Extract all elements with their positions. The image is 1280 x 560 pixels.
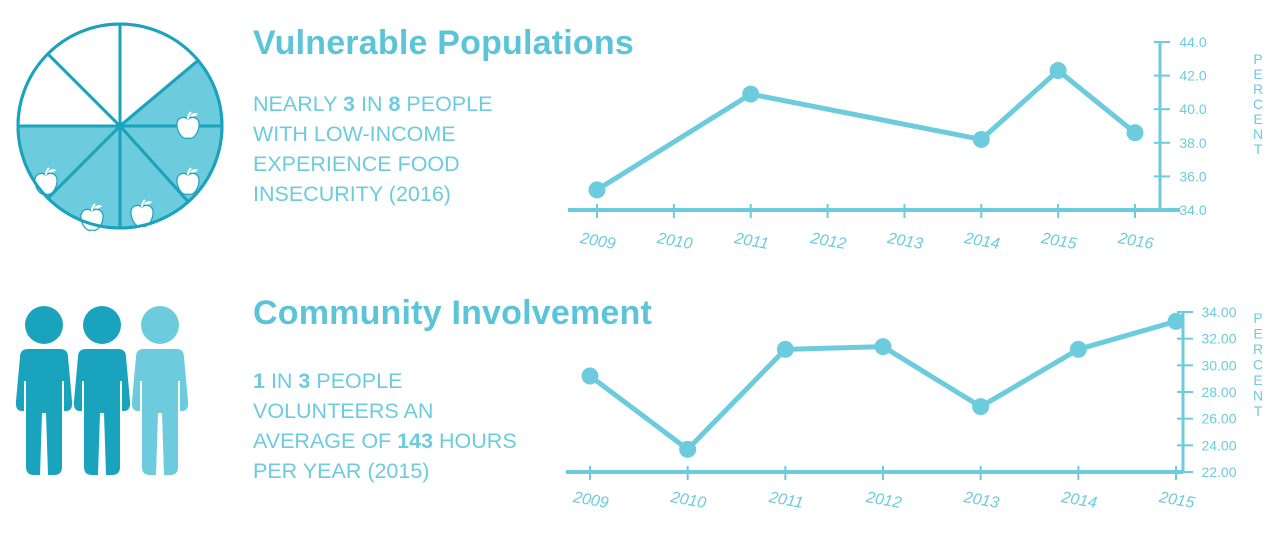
data-point	[679, 440, 697, 458]
x-tick-label: 2010	[655, 230, 694, 253]
data-point	[742, 85, 760, 103]
y-tick-label: 24.00	[1201, 437, 1236, 453]
person-icon	[15, 306, 73, 475]
section1-stat-line3: experience food	[253, 152, 460, 176]
data-point	[972, 398, 990, 416]
section2-stat: 1 in 3 people volunteers an average of 1…	[253, 366, 517, 486]
y-tick-label: 36.0	[1179, 168, 1206, 184]
data-point	[588, 181, 606, 199]
section2-stat-line3: average of 143 hours	[253, 429, 517, 453]
section2-stat-line2: volunteers an	[253, 399, 434, 423]
x-tick-label: 2013	[961, 489, 1000, 512]
x-tick-label: 2015	[1039, 230, 1078, 253]
apple-icon	[176, 167, 200, 195]
data-point	[776, 340, 794, 358]
data-point	[1126, 124, 1144, 142]
x-tick-label: 2011	[767, 489, 805, 512]
y-tick-label: 28.00	[1201, 384, 1236, 400]
y-tick-label: 38.0	[1179, 135, 1206, 151]
x-tick-label: 2011	[732, 230, 770, 253]
data-point	[581, 367, 599, 385]
data-point	[1069, 340, 1087, 358]
y-tick-label: 30.00	[1201, 357, 1236, 373]
section2-title: Community Involvement	[253, 294, 653, 332]
section1-title: Vulnerable Populations	[253, 24, 634, 62]
x-tick-label: 2009	[578, 230, 617, 253]
section2-stat-line1: 1 in 3 people	[253, 369, 403, 393]
data-point	[874, 338, 892, 356]
volunteering-line-chart: 2009 2010 2011 2012 2013 2014 2015 22.00 24.00 26…	[566, 304, 1263, 512]
pie-outline	[16, 22, 224, 230]
section1-stat-line4: insecurity (2016)	[253, 182, 451, 206]
y-tick-label: 40.0	[1179, 101, 1206, 117]
food-insecurity-pie	[16, 22, 224, 231]
y-tick-label: 34.00	[1201, 304, 1236, 320]
y-tick-label: 34.0	[1179, 202, 1206, 218]
x-tick-label: 2013	[885, 230, 924, 253]
x-tick-label: 2015	[1157, 489, 1196, 512]
x-tick-label: 2014	[962, 230, 1001, 253]
x-tick-label: 2014	[1059, 489, 1098, 512]
apple-icon	[176, 111, 200, 139]
food-insecurity-line-chart: 2009 2010 2011 2012 2013 2014 2015 2016 34.0 36.0…	[568, 34, 1263, 253]
x-tick-label: 2012	[808, 230, 847, 253]
y-tick-label: 22.00	[1201, 464, 1236, 480]
section1-stat-line2: with low-income	[253, 122, 456, 146]
y-tick-label: 44.0	[1179, 34, 1206, 50]
person-icon	[131, 306, 189, 475]
y-tick-label: 26.00	[1201, 411, 1236, 427]
x-tick-label: 2010	[668, 489, 707, 512]
volunteers-illustration	[15, 306, 189, 475]
y-tick-label: 32.00	[1201, 331, 1236, 347]
section1-stat: Nearly 3 in 8 people with low-income exp…	[253, 89, 492, 209]
section1-stat-line1: Nearly 3 in 8 people	[253, 92, 493, 116]
y-tick-label: 42.0	[1179, 68, 1206, 84]
data-point	[1167, 312, 1185, 330]
x-tick-label: 2016	[1116, 230, 1155, 253]
person-icon	[73, 306, 131, 475]
data-point	[972, 130, 990, 148]
x-tick-label: 2012	[864, 489, 903, 512]
section2-stat-line4: per year (2015)	[253, 459, 430, 483]
x-tick-label: 2009	[571, 489, 610, 512]
series-line	[595, 68, 1137, 192]
data-point	[1049, 62, 1067, 80]
